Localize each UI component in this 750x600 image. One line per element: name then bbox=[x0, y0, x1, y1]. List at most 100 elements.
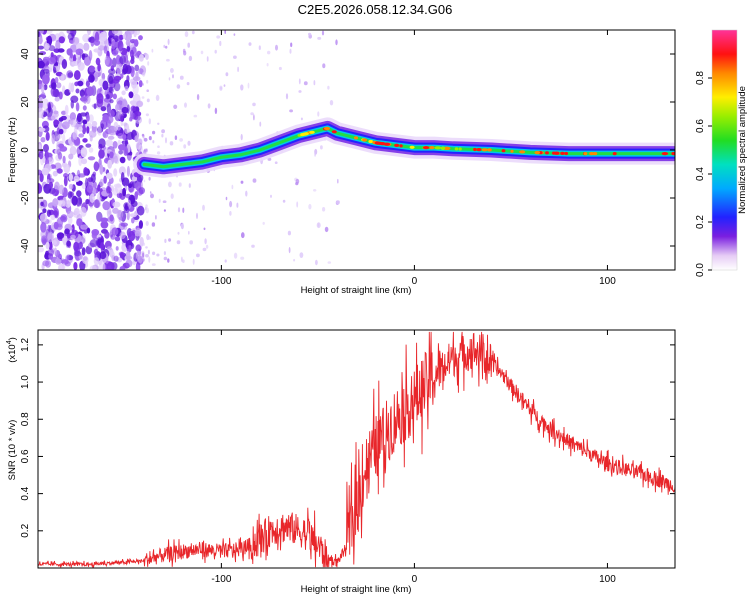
spectrogram-noise-blob bbox=[94, 31, 100, 43]
spectrogram-noise-speck bbox=[166, 58, 170, 62]
spectrogram-noise-blob bbox=[114, 236, 121, 242]
spectrogram-noise-blob bbox=[88, 114, 94, 123]
spectrogram-ridge-peak bbox=[374, 141, 381, 145]
spectrogram-noise-speck bbox=[247, 82, 250, 89]
spectrogram-noise-blob bbox=[73, 207, 80, 216]
spectrogram-noise-blob bbox=[81, 247, 86, 256]
snr-y-tick-label: 1.2 bbox=[20, 337, 31, 351]
spectrogram-noise-blob bbox=[125, 193, 131, 199]
spectrogram-noise-blob bbox=[119, 231, 126, 240]
spectrogram-noise-blob bbox=[134, 64, 140, 72]
spectrogram-noise-blob bbox=[98, 261, 106, 270]
spectrogram-noise-blob bbox=[138, 80, 143, 88]
spectrogram-noise-speck bbox=[162, 200, 167, 203]
snr-background bbox=[38, 330, 675, 568]
spectrogram-noise-speck bbox=[177, 207, 181, 213]
spectrogram-noise-speck bbox=[178, 182, 182, 187]
spectrogram-noise-blob bbox=[128, 183, 133, 188]
spectrogram-noise-speck bbox=[158, 198, 161, 203]
spectrogram-noise-blob bbox=[50, 214, 56, 221]
spectrogram-noise-blob bbox=[52, 198, 59, 207]
spectrogram-noise-speck bbox=[278, 66, 282, 71]
spectrogram-ridge-peak bbox=[383, 142, 391, 146]
spectrogram-noise-blob bbox=[108, 68, 116, 75]
spectrogram-noise-blob bbox=[108, 38, 112, 47]
spectrogram-noise-speck bbox=[169, 141, 174, 146]
spectrogram-noise-speck bbox=[157, 145, 160, 148]
spectrogram-noise-speck bbox=[167, 38, 170, 46]
spectrogram-noise-blob bbox=[138, 68, 144, 75]
spectrogram-noise-speck bbox=[214, 49, 217, 54]
spectrogram-noise-speck bbox=[298, 90, 302, 93]
spectrogram-noise-blob bbox=[138, 220, 143, 229]
spectrogram-ridge-peak bbox=[583, 152, 588, 156]
spectrogram-noise-speck bbox=[303, 81, 308, 86]
spectrogram-noise-blob bbox=[88, 50, 93, 61]
spectrogram-noise-speck bbox=[296, 201, 299, 208]
spectrogram-noise-blob bbox=[92, 181, 97, 189]
spectrogram-ridge-peak bbox=[501, 149, 506, 153]
spectrogram-noise-speck bbox=[156, 253, 160, 257]
spectrogram-noise-speck bbox=[180, 223, 184, 230]
spectrogram-noise-speck bbox=[173, 104, 178, 110]
spectrogram-noise-speck bbox=[165, 137, 167, 144]
spectrogram-noise-speck bbox=[193, 114, 198, 118]
spectrogram-noise-blob bbox=[97, 45, 105, 51]
spectrogram-noise-speck bbox=[206, 56, 209, 62]
spectrogram-noise-speck bbox=[298, 78, 301, 85]
spectrogram-noise-speck bbox=[170, 193, 174, 199]
spectrogram-noise-blob bbox=[66, 70, 74, 79]
spectrogram-noise-blob bbox=[89, 265, 98, 270]
spectrogram-noise-speck bbox=[258, 45, 261, 50]
spectrogram-noise-blob bbox=[119, 34, 124, 41]
snr-y-tick-label: 1.0 bbox=[20, 375, 31, 389]
spectrogram-noise-blob bbox=[86, 30, 92, 36]
spectrogram-panel: -100 0 100 -40 -20 0 20 40 Height of straight … bbox=[7, 29, 676, 296]
spectrogram-noise-blob bbox=[82, 119, 88, 125]
spectrogram-noise-speck bbox=[240, 133, 243, 141]
spectrogram-noise-speck bbox=[152, 130, 156, 135]
colorbar: 0.0 0.2 0.4 0.6 0.8 Normalized spectral ampl… bbox=[695, 29, 748, 277]
spectrogram-noise-blob bbox=[100, 242, 105, 251]
spectrogram-noise-blob bbox=[135, 141, 141, 150]
snr-y-tick-label: 0.4 bbox=[20, 486, 31, 500]
spectrogram-noise-speck bbox=[313, 189, 317, 192]
snr-x-tick-label: 0 bbox=[412, 574, 418, 585]
spectrogram-ridge-peak bbox=[434, 146, 442, 150]
spectrogram-noise-blob bbox=[56, 91, 61, 97]
spectrogram-noise-blob bbox=[56, 148, 62, 156]
spectrogram-noise-speck bbox=[143, 137, 148, 142]
spectrogram-noise-blob bbox=[65, 200, 71, 208]
spectrogram-noise-blob bbox=[73, 175, 80, 183]
spectrogram-noise-blob bbox=[38, 183, 43, 194]
spectrogram-noise-blob bbox=[42, 260, 50, 267]
spectrogram-x-tick-label: -100 bbox=[211, 276, 231, 287]
spectrogram-noise-speck bbox=[262, 221, 265, 225]
spectrogram-noise-blob bbox=[53, 66, 57, 74]
spectrogram-noise-blob bbox=[80, 234, 86, 245]
spectrogram-noise-blob bbox=[135, 261, 141, 270]
spectrogram-noise-blob bbox=[39, 96, 44, 103]
spectrogram-noise-speck bbox=[167, 258, 170, 263]
spectrogram-noise-blob bbox=[78, 155, 83, 167]
spectrogram-noise-speck bbox=[142, 134, 145, 139]
spectrogram-noise-blob bbox=[80, 95, 89, 103]
spectrogram-noise-blob bbox=[89, 239, 98, 248]
spectrogram-noise-speck bbox=[252, 178, 257, 183]
spectrogram-noise-blob bbox=[122, 187, 126, 197]
spectrogram-y-tick-label: 20 bbox=[20, 96, 31, 108]
spectrogram-ridge-peak bbox=[487, 148, 492, 152]
spectrogram-noise-blob bbox=[109, 214, 114, 222]
spectrogram-noise-blob bbox=[42, 199, 48, 208]
spectrogram-noise-blob bbox=[107, 181, 111, 188]
spectrogram-noise-blob bbox=[57, 199, 66, 207]
spectrogram-noise-speck bbox=[155, 215, 157, 220]
spectrogram-noise-speck bbox=[145, 221, 149, 226]
spectrogram-noise-blob bbox=[61, 59, 68, 69]
spectrogram-noise-blob bbox=[72, 130, 78, 140]
spectrogram-ridge-peak bbox=[545, 151, 549, 155]
spectrogram-noise-speck bbox=[240, 84, 244, 91]
spectrogram-noise-blob bbox=[126, 46, 131, 52]
spectrogram-noise-blob bbox=[98, 138, 106, 149]
spectrogram-ridge-peak bbox=[323, 126, 331, 131]
